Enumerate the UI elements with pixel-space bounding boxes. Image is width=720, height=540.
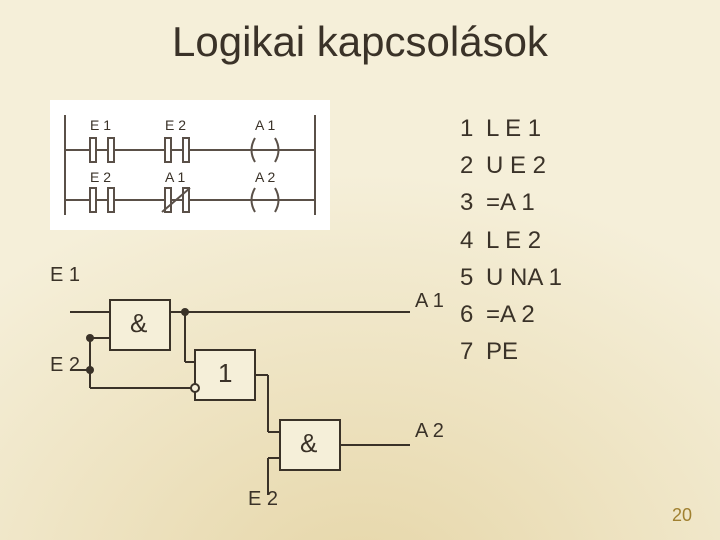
ladder-label-e1: E 1	[90, 117, 111, 133]
code-row: 7PE	[460, 333, 562, 370]
and-gate-symbol: &	[130, 308, 147, 339]
code-row: 6=A 2	[460, 296, 562, 333]
ladder-label-a1b: A 1	[165, 169, 185, 185]
code-row: 1L E 1	[460, 110, 562, 147]
code-row: 2U E 2	[460, 147, 562, 184]
label-a1: A 1	[415, 290, 444, 313]
function-block-diagram: E 1 E 2 A 1 A 2 E 2 & 1 &	[50, 260, 450, 510]
and2-gate-symbol: &	[300, 428, 317, 459]
ladder-label-a1: A 1	[255, 117, 275, 133]
instruction-list: 1L E 1 2U E 2 3=A 1 4L E 2 5U NA 1 6=A 2…	[460, 110, 562, 370]
page-number: 20	[672, 505, 692, 526]
label-e2: E 2	[50, 354, 80, 377]
ladder-diagram: E 1 E 2 A 1 E 2 A 1 A 2	[50, 100, 330, 230]
label-a2: A 2	[415, 420, 444, 443]
label-e1: E 1	[50, 264, 80, 287]
slide-title: Logikai kapcsolások	[0, 18, 720, 66]
not-gate-symbol: 1	[218, 358, 232, 389]
ladder-label-e2b: E 2	[90, 169, 111, 185]
code-row: 4L E 2	[460, 222, 562, 259]
code-row: 3=A 1	[460, 184, 562, 221]
ladder-label-a2: A 2	[255, 169, 275, 185]
ladder-label-e2: E 2	[165, 117, 186, 133]
code-row: 5U NA 1	[460, 259, 562, 296]
label-e2b: E 2	[248, 488, 278, 511]
